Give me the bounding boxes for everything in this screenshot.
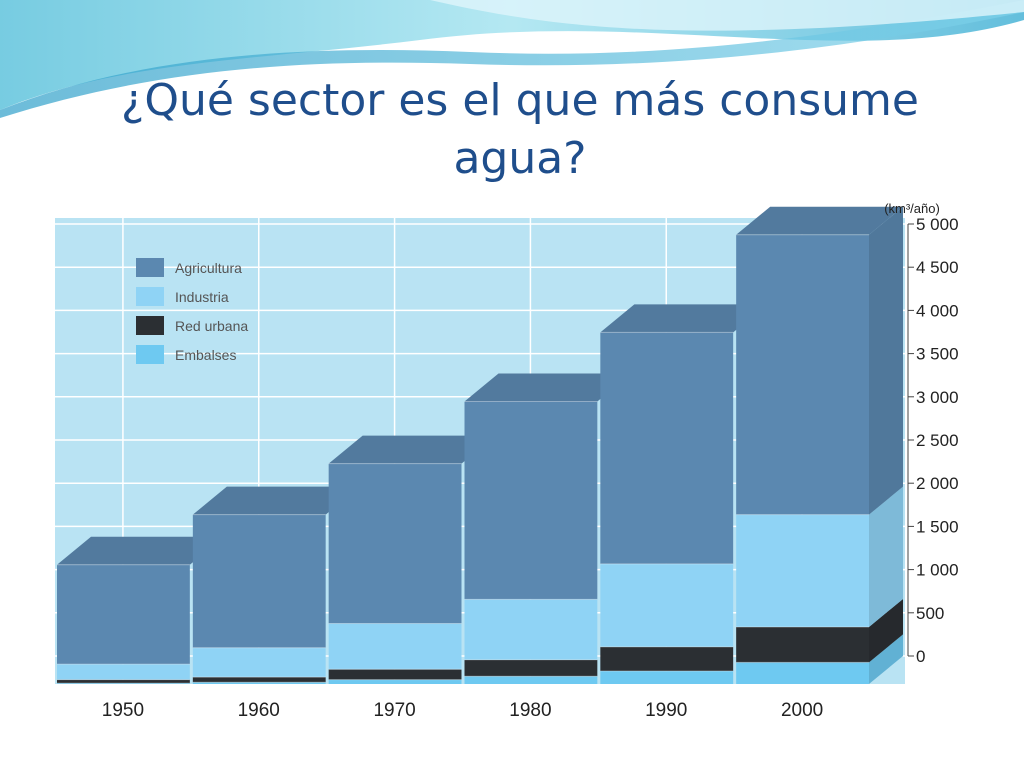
- y-tick-label: 1 500: [916, 517, 959, 536]
- bar-segment: [464, 599, 598, 660]
- legend-label-red_urbana: Red urbana: [175, 318, 248, 334]
- header-wave-decoration: [0, 0, 1024, 118]
- bar-top-face: [192, 486, 360, 515]
- x-tick-label-1950: 1950: [102, 700, 144, 721]
- bar-segment: [192, 514, 326, 648]
- bar-segment: [736, 626, 869, 663]
- y-tick-label: 3 500: [916, 345, 959, 364]
- bar-segment: [192, 682, 326, 684]
- bar-segment: [57, 564, 190, 665]
- bar-side-face: [869, 634, 903, 684]
- slide-title: ¿Qué sector es el que más consume agua?: [121, 75, 919, 184]
- bar-segment: [328, 623, 462, 670]
- bar-segment: [600, 332, 734, 564]
- legend-swatch-industria: [136, 287, 164, 306]
- bar-top-face: [57, 536, 224, 565]
- x-tick-label-2000: 2000: [781, 700, 823, 721]
- bar-segment: [328, 669, 462, 680]
- bar-segment: [736, 514, 869, 627]
- bar-stack-1950: [57, 536, 224, 684]
- bar-segment: [464, 676, 598, 684]
- bar-segment: [600, 646, 734, 672]
- bar-segment: [600, 671, 734, 684]
- bar-segment: [328, 463, 462, 624]
- bar-segment: [57, 683, 190, 684]
- bar-segment: [736, 234, 869, 515]
- bar-stack-1970: [328, 435, 496, 684]
- bar-segment: [192, 647, 326, 678]
- bar-side-face: [869, 206, 903, 515]
- legend-swatch-agricultura: [136, 258, 164, 277]
- y-tick-label: 2 500: [916, 431, 959, 450]
- x-tick-label-1990: 1990: [645, 700, 687, 721]
- bar-stack-1990: [600, 304, 768, 684]
- bar-segment: [464, 659, 598, 677]
- y-tick-label: 0: [916, 647, 925, 666]
- x-tick-label-1960: 1960: [238, 700, 280, 721]
- y-tick-label: 3 000: [916, 388, 959, 407]
- bar-stack-2000: [736, 206, 903, 684]
- y-tick-label: 4 000: [916, 301, 959, 320]
- y-tick-label: 1 000: [916, 561, 959, 580]
- legend-swatch-embalses: [136, 345, 164, 364]
- bar-top-face: [736, 206, 903, 235]
- bar-stack-1980: [464, 373, 632, 684]
- legend-label-agricultura: Agricultura: [175, 260, 242, 276]
- y-tick-label: 500: [916, 604, 944, 623]
- x-tick-label-1970: 1970: [373, 700, 415, 721]
- bar-side-face: [869, 598, 903, 663]
- bar-stack-1960: [192, 486, 360, 684]
- bar-segment: [600, 563, 734, 647]
- x-tick-label-1980: 1980: [509, 700, 551, 721]
- bar-segment: [736, 662, 869, 684]
- y-tick-label: 5 000: [916, 215, 959, 234]
- y-axis-unit-label: (km³/año): [884, 201, 940, 216]
- bar-side-face: [869, 486, 903, 627]
- bar-segment: [464, 401, 598, 600]
- bar-top-face: [600, 304, 768, 333]
- chart-area: 1950 1960 1970 1980 1990 2000 0 500 1 000 1 500 2 …: [55, 201, 968, 722]
- y-tick-label: 4 500: [916, 258, 959, 277]
- bar-top-face: [464, 373, 632, 402]
- legend-label-embalses: Embalses: [175, 347, 236, 363]
- bar-segment: [328, 679, 462, 684]
- legend-label-industria: Industria: [175, 289, 229, 305]
- bar-segment: [57, 679, 190, 684]
- bar-segment: [192, 677, 326, 683]
- legend-swatch-red_urbana: [136, 316, 164, 335]
- bar-segment: [57, 664, 190, 680]
- y-tick-label: 2 000: [916, 474, 959, 493]
- bar-top-face: [328, 435, 496, 464]
